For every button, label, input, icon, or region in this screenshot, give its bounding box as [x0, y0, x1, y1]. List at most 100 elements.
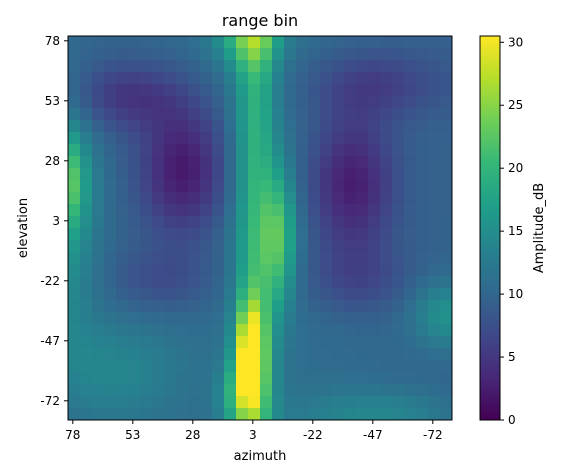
- heatmap-cell: [152, 96, 165, 109]
- heatmap-cell: [104, 132, 117, 145]
- heatmap-cell: [356, 120, 369, 133]
- heatmap-cell: [356, 132, 369, 145]
- heatmap-cell: [416, 192, 429, 205]
- heatmap-cell: [200, 312, 213, 325]
- heatmap-cell: [176, 156, 189, 169]
- heatmap-cell: [200, 156, 213, 169]
- heatmap-cell: [92, 168, 105, 181]
- x-tick-label: 53: [125, 428, 140, 442]
- heatmap-cell: [260, 192, 273, 205]
- heatmap-cell: [320, 384, 333, 397]
- heatmap-cell: [188, 372, 201, 385]
- heatmap-cell: [260, 180, 273, 193]
- heatmap-cell: [320, 276, 333, 289]
- heatmap-cell: [356, 60, 369, 73]
- heatmap-cell: [344, 384, 357, 397]
- heatmap-cell: [308, 264, 321, 277]
- heatmap-cell: [332, 36, 345, 49]
- heatmap-cell: [248, 168, 261, 181]
- heatmap-cell: [296, 408, 309, 421]
- heatmap-cell: [428, 228, 441, 241]
- heatmap-cell: [272, 264, 285, 277]
- heatmap-cell: [368, 348, 381, 361]
- heatmap-cell: [404, 84, 417, 97]
- heatmap-cell: [272, 288, 285, 301]
- heatmap-cell: [308, 120, 321, 133]
- heatmap-cell: [428, 288, 441, 301]
- heatmap-cell: [200, 72, 213, 85]
- heatmap-cell: [224, 168, 237, 181]
- heatmap-cell: [284, 276, 297, 289]
- heatmap-cell: [212, 36, 225, 49]
- heatmap-cell: [176, 408, 189, 421]
- heatmap-cell: [200, 348, 213, 361]
- heatmap-cell: [332, 72, 345, 85]
- heatmap-cell: [236, 408, 249, 421]
- heatmap-cell: [368, 168, 381, 181]
- heatmap-cell: [140, 336, 153, 349]
- heatmap-cell: [320, 288, 333, 301]
- heatmap-cell: [164, 180, 177, 193]
- heatmap-cell: [260, 120, 273, 133]
- heatmap-cell: [260, 360, 273, 373]
- heatmap-cell: [200, 264, 213, 277]
- heatmap-cell: [212, 360, 225, 373]
- heatmap-cell: [164, 228, 177, 241]
- heatmap-cell: [392, 216, 405, 229]
- heatmap-cell: [440, 408, 453, 421]
- heatmap-cell: [140, 72, 153, 85]
- heatmap-cell: [416, 132, 429, 145]
- heatmap-cell: [212, 276, 225, 289]
- heatmap-cell: [332, 180, 345, 193]
- heatmap-cell: [440, 240, 453, 253]
- heatmap-cell: [248, 228, 261, 241]
- heatmap-cell: [380, 216, 393, 229]
- heatmap-cell: [140, 264, 153, 277]
- heatmap-cell: [380, 204, 393, 217]
- heatmap-cell: [128, 180, 141, 193]
- heatmap-cell: [260, 96, 273, 109]
- heatmap-cell: [296, 144, 309, 157]
- heatmap-cell: [164, 144, 177, 157]
- heatmap-cell: [128, 348, 141, 361]
- heatmap-cell: [212, 252, 225, 265]
- heatmap-cell: [128, 204, 141, 217]
- heatmap-cell: [440, 72, 453, 85]
- heatmap-cell: [152, 144, 165, 157]
- heatmap-cell: [140, 48, 153, 61]
- heatmap-cell: [320, 360, 333, 373]
- heatmap-cell: [152, 36, 165, 49]
- heatmap-cell: [428, 132, 441, 145]
- heatmap-cell: [116, 132, 129, 145]
- heatmap-cell: [368, 276, 381, 289]
- heatmap-cell: [176, 324, 189, 337]
- heatmap-cell: [248, 372, 261, 385]
- heatmap-cell: [80, 180, 93, 193]
- heatmap-cell: [116, 156, 129, 169]
- heatmap-cell: [428, 84, 441, 97]
- heatmap-cell: [188, 264, 201, 277]
- heatmap-cell: [260, 48, 273, 61]
- heatmap-cell: [116, 96, 129, 109]
- heatmap-cell: [80, 108, 93, 121]
- heatmap-cell: [344, 240, 357, 253]
- heatmap-cell: [236, 372, 249, 385]
- heatmap-cell: [152, 108, 165, 121]
- heatmap-cell: [284, 84, 297, 97]
- heatmap-cell: [224, 288, 237, 301]
- heatmap-cell: [248, 252, 261, 265]
- heatmap-cell: [404, 348, 417, 361]
- heatmap-cell: [344, 228, 357, 241]
- heatmap-cell: [212, 300, 225, 313]
- heatmap-cell: [296, 36, 309, 49]
- heatmap-cell: [152, 384, 165, 397]
- heatmap-cell: [428, 300, 441, 313]
- heatmap-cell: [380, 288, 393, 301]
- heatmap-cell: [356, 36, 369, 49]
- heatmap-cell: [236, 192, 249, 205]
- heatmap-cell: [164, 360, 177, 373]
- heatmap-cell: [212, 72, 225, 85]
- heatmap-cell: [284, 144, 297, 157]
- heatmap-cell: [344, 336, 357, 349]
- heatmap-cell: [80, 60, 93, 73]
